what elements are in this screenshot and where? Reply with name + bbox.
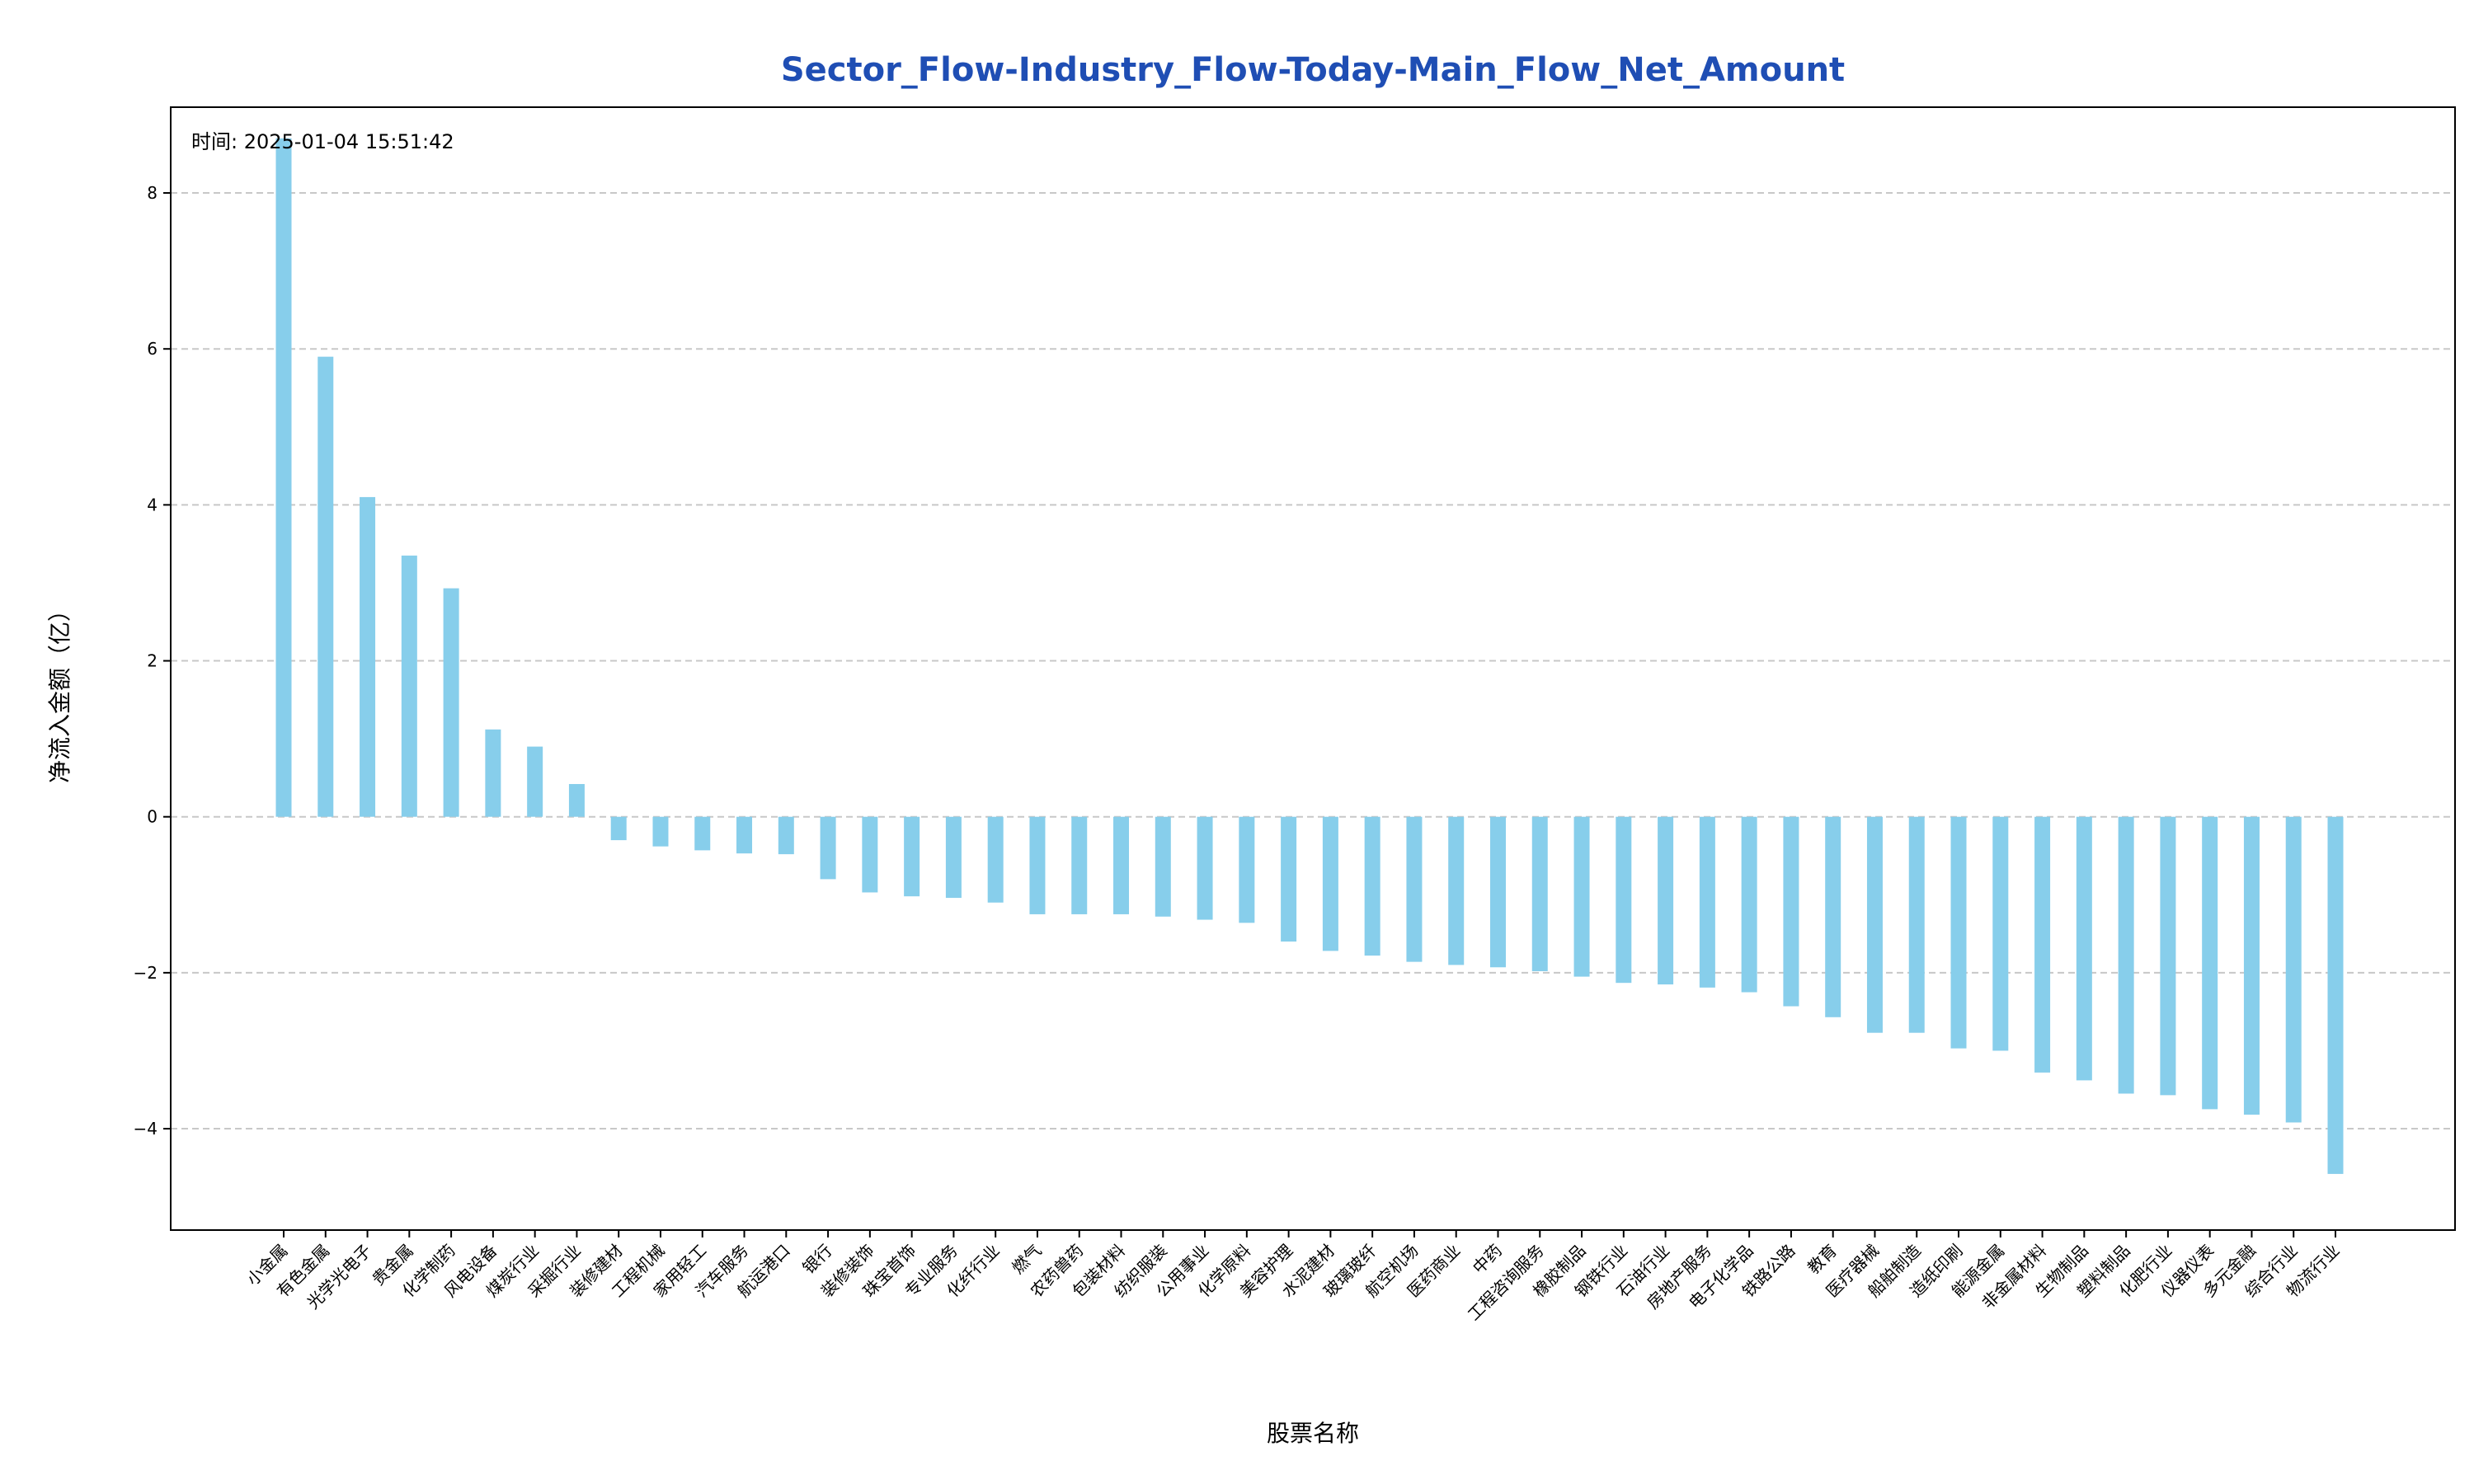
bar bbox=[610, 816, 627, 841]
bar bbox=[2118, 816, 2134, 1094]
bar bbox=[1950, 816, 1967, 1049]
y-tick-label: −4 bbox=[134, 1119, 158, 1139]
bar bbox=[1992, 816, 2009, 1051]
y-tick-label: 4 bbox=[147, 495, 158, 514]
bar bbox=[2076, 816, 2092, 1081]
bar bbox=[904, 816, 920, 897]
bar bbox=[1364, 816, 1380, 956]
bar bbox=[1573, 816, 1590, 977]
bar bbox=[1699, 816, 1715, 988]
bar bbox=[275, 138, 292, 817]
timestamp-annotation: 时间: 2025-01-04 15:51:42 bbox=[191, 130, 454, 153]
bar bbox=[1616, 816, 1632, 984]
bar bbox=[1741, 816, 1757, 993]
bar bbox=[1489, 816, 1506, 968]
y-tick-label: 6 bbox=[147, 339, 158, 359]
bar bbox=[1281, 816, 1297, 942]
bar bbox=[2034, 816, 2051, 1073]
bar bbox=[568, 783, 585, 817]
bar bbox=[2160, 816, 2176, 1096]
bar bbox=[1322, 816, 1338, 951]
y-axis-label: 净流入金额（亿） bbox=[46, 599, 73, 783]
chart-title: Sector_Flow-Industry_Flow-Today-Main_Flo… bbox=[781, 51, 1845, 89]
bar bbox=[1197, 816, 1213, 920]
y-tick-label: 2 bbox=[147, 651, 158, 671]
bar bbox=[1448, 816, 1465, 965]
bars bbox=[275, 138, 2344, 1174]
bar bbox=[2202, 816, 2218, 1110]
bar bbox=[2243, 816, 2260, 1115]
grid-lines bbox=[171, 192, 2455, 1130]
bar bbox=[1113, 816, 1130, 914]
y-tick-label: 0 bbox=[147, 807, 158, 827]
bar bbox=[736, 816, 753, 854]
bar bbox=[1071, 816, 1088, 914]
bar bbox=[1658, 816, 1674, 985]
bar bbox=[527, 746, 543, 817]
bar bbox=[694, 816, 711, 851]
bar bbox=[1155, 816, 1171, 917]
bar bbox=[1029, 816, 1046, 914]
bar bbox=[652, 816, 669, 847]
y-tick-label: −2 bbox=[134, 963, 158, 983]
bar bbox=[401, 555, 417, 817]
bar bbox=[945, 816, 962, 899]
bar bbox=[1866, 816, 1883, 1033]
x-axis-label: 股票名称 bbox=[1267, 1420, 1359, 1447]
bar bbox=[862, 816, 878, 893]
bar bbox=[1783, 816, 1799, 1007]
bar bbox=[778, 816, 794, 855]
bar bbox=[987, 816, 1004, 903]
bar bbox=[443, 588, 459, 817]
bar bbox=[1239, 816, 1255, 923]
bar bbox=[1531, 816, 1548, 971]
bar bbox=[360, 496, 376, 817]
plot-frame bbox=[170, 106, 2456, 1231]
bar bbox=[1908, 816, 1925, 1033]
y-tick-label: 8 bbox=[147, 183, 158, 203]
bar bbox=[2285, 816, 2302, 1123]
bar bbox=[485, 729, 501, 817]
y-ticks: −4 −2 0 2 4 6 8 bbox=[134, 183, 171, 1139]
bar bbox=[2327, 816, 2344, 1174]
bar bbox=[1406, 816, 1423, 962]
bar bbox=[820, 816, 836, 880]
bar bbox=[1825, 816, 1841, 1017]
bar bbox=[317, 356, 334, 817]
